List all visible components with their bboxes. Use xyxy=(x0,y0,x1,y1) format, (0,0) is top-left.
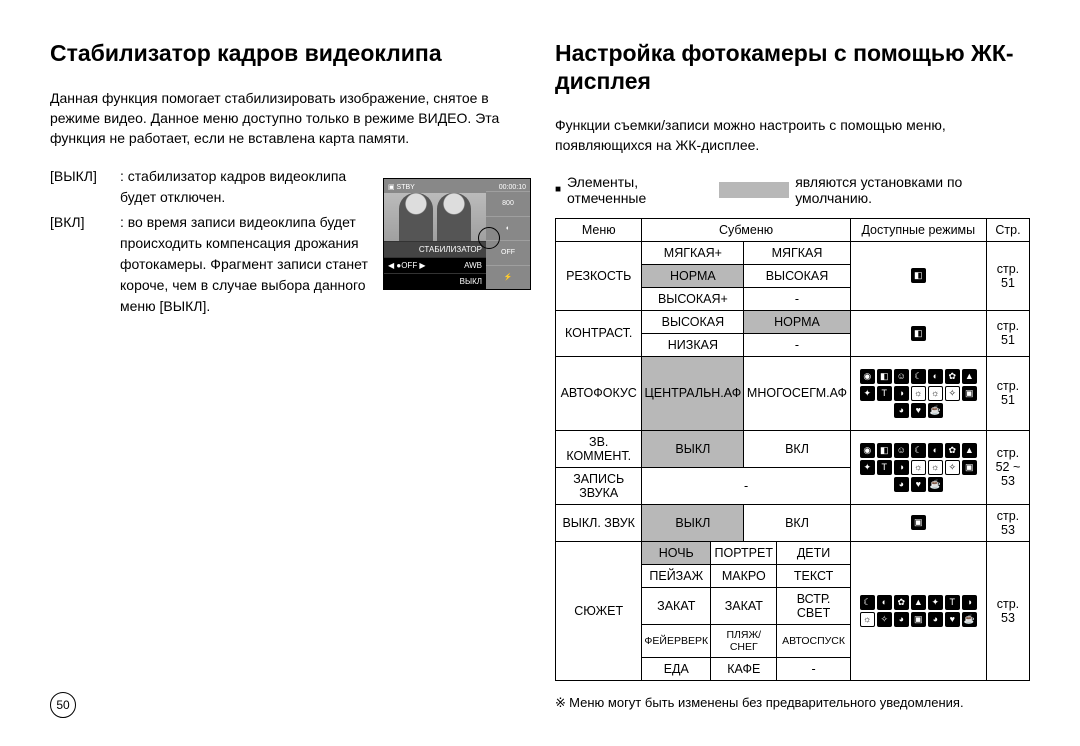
sub-6-2-2: ВСТР. СВЕТ xyxy=(777,587,850,624)
page-1: стр. 51 xyxy=(986,310,1029,356)
sub-6-0-1: ПОРТРЕТ xyxy=(711,541,777,564)
page-0: стр. 51 xyxy=(986,241,1029,310)
th-menu: Меню xyxy=(556,218,642,241)
sub-1-0-1: НОРМА xyxy=(744,310,850,333)
sub-3-0-0: ВЫКЛ xyxy=(642,430,744,467)
modes-0: ◧ xyxy=(850,241,986,310)
modes-3: ◉◧☺☾◐ ✿▲✦T◑ ☼☼✧▣◕ ♥☕ xyxy=(850,430,986,504)
footnote: ※ Меню могут быть изменены без предварит… xyxy=(555,695,1030,711)
sub-6-0-2: ДЕТИ xyxy=(777,541,850,564)
page-6: стр. 53 xyxy=(986,541,1029,680)
footnote-text: Меню могут быть изменены без предварител… xyxy=(569,695,963,710)
thumb-br2r: ВЫКЛ xyxy=(460,277,482,286)
page-3: стр. 52 ~ 53 xyxy=(986,430,1029,504)
right-column: Настройка фотокамеры с помощью ЖК-диспле… xyxy=(555,40,1030,711)
menu-4: ЗАПИСЬ ЗВУКА xyxy=(556,467,642,504)
th-page: Стр. xyxy=(986,218,1029,241)
sub-6-3-0: ФЕЙЕРВЕРК xyxy=(642,624,711,657)
sub-0-2-1: - xyxy=(744,287,850,310)
sub-0-2-0: ВЫСОКАЯ+ xyxy=(642,287,744,310)
sub-0-0-0: МЯГКАЯ+ xyxy=(642,241,744,264)
sub-5-0-1: ВКЛ xyxy=(744,504,850,541)
sub-6-0-0: НОЧЬ xyxy=(642,541,711,564)
sub-6-1-2: ТЕКСТ xyxy=(777,564,850,587)
sub-0-1-0: НОРМА xyxy=(642,264,744,287)
modes-5: ▣ xyxy=(850,504,986,541)
modes-1: ◧ xyxy=(850,310,986,356)
menu-5: ВЫКЛ. ЗВУК xyxy=(556,504,642,541)
sub-5-0-0: ВЫКЛ xyxy=(642,504,744,541)
sub-6-1-1: МАКРО xyxy=(711,564,777,587)
right-title: Настройка фотокамеры с помощью ЖК-диспле… xyxy=(555,40,1030,95)
thumb-br1r: AWB xyxy=(464,261,482,270)
modes-2: ◉◧☺☾◐ ✿▲✦T◑ ☼☼✧▣◕ ♥☕ xyxy=(850,356,986,430)
menu-2: АВТОФОКУС xyxy=(556,356,642,430)
sub-2-0-1: МНОГОСЕГМ.АФ xyxy=(744,356,850,430)
default-note: ■ Элементы, отмеченные являются установк… xyxy=(555,174,1030,206)
sub-1-0-0: ВЫСОКАЯ xyxy=(642,310,744,333)
thumb-cell-0: 800 xyxy=(486,191,530,216)
th-modes: Доступные режимы xyxy=(850,218,986,241)
thumb-br0r: СТАБИЛИЗАТОР xyxy=(419,245,482,254)
page-2: стр. 51 xyxy=(986,356,1029,430)
sub-6-2-1: ЗАКАТ xyxy=(711,587,777,624)
sub-6-4-0: ЕДА xyxy=(642,657,711,680)
sub-6-4-1: КАФЕ xyxy=(711,657,777,680)
page-number: 50 xyxy=(50,692,76,718)
footnote-marker: ※ xyxy=(555,695,569,710)
sub-3-0-1: ВКЛ xyxy=(744,430,850,467)
sub-2-0-0: ЦЕНТРАЛЬН.АФ xyxy=(642,356,744,430)
sub-0-1-1: ВЫСОКАЯ xyxy=(744,264,850,287)
def-label-0: [ВЫКЛ] xyxy=(50,166,120,208)
left-title: Стабилизатор кадров видеоклипа xyxy=(50,40,525,68)
hud-rec-icon: ▣ STBY xyxy=(388,183,415,191)
right-intro: Функции съемки/записи можно настроить с … xyxy=(555,115,1030,156)
menu-6: СЮЖЕТ xyxy=(556,541,642,680)
menu-3: ЗВ. КОММЕНТ. xyxy=(556,430,642,467)
sub-1-1-0: НИЗКАЯ xyxy=(642,333,744,356)
modes-6: ☾◐✿▲✦ T◑☼✧◕ ▣◕♥☕ xyxy=(850,541,986,680)
sub-6-4-2: - xyxy=(777,657,850,680)
note-after: являются установками по умолчанию. xyxy=(795,174,1030,206)
sub-4-0-0: - xyxy=(642,467,850,504)
menu-1: КОНТРАСТ. xyxy=(556,310,642,356)
sub-6-3-2: АВТОСПУСК xyxy=(777,624,850,657)
page-5: стр. 53 xyxy=(986,504,1029,541)
left-column: Стабилизатор кадров видеоклипа Данная фу… xyxy=(50,40,525,711)
menu-0: РЕЗКОСТЬ xyxy=(556,241,642,310)
def-label-1: [ВКЛ] xyxy=(50,212,120,317)
hud-time: 00:00:10 xyxy=(499,184,526,191)
highlight-circle xyxy=(478,227,500,249)
sub-6-1-0: ПЕЙЗАЖ xyxy=(642,564,711,587)
note-before: Элементы, отмеченные xyxy=(567,174,713,206)
th-sub: Субменю xyxy=(642,218,850,241)
sub-6-2-0: ЗАКАТ xyxy=(642,587,711,624)
left-intro: Данная функция помогает стабилизировать … xyxy=(50,88,525,149)
default-swatch xyxy=(719,182,789,198)
camera-preview-thumbnail: ▣ STBY 00:00:10 800 ◐ OFF ⚡ СТАБИЛИЗАТОР… xyxy=(383,178,531,290)
thumb-br1l: ◀ ●OFF ▶ xyxy=(388,261,426,270)
sub-1-1-1: - xyxy=(744,333,850,356)
bullet-icon: ■ xyxy=(555,184,561,195)
sub-6-3-1: ПЛЯЖ/СНЕГ xyxy=(711,624,777,657)
settings-table: Меню Субменю Доступные режимы Стр. РЕЗКО… xyxy=(555,218,1030,681)
sub-0-0-1: МЯГКАЯ xyxy=(744,241,850,264)
